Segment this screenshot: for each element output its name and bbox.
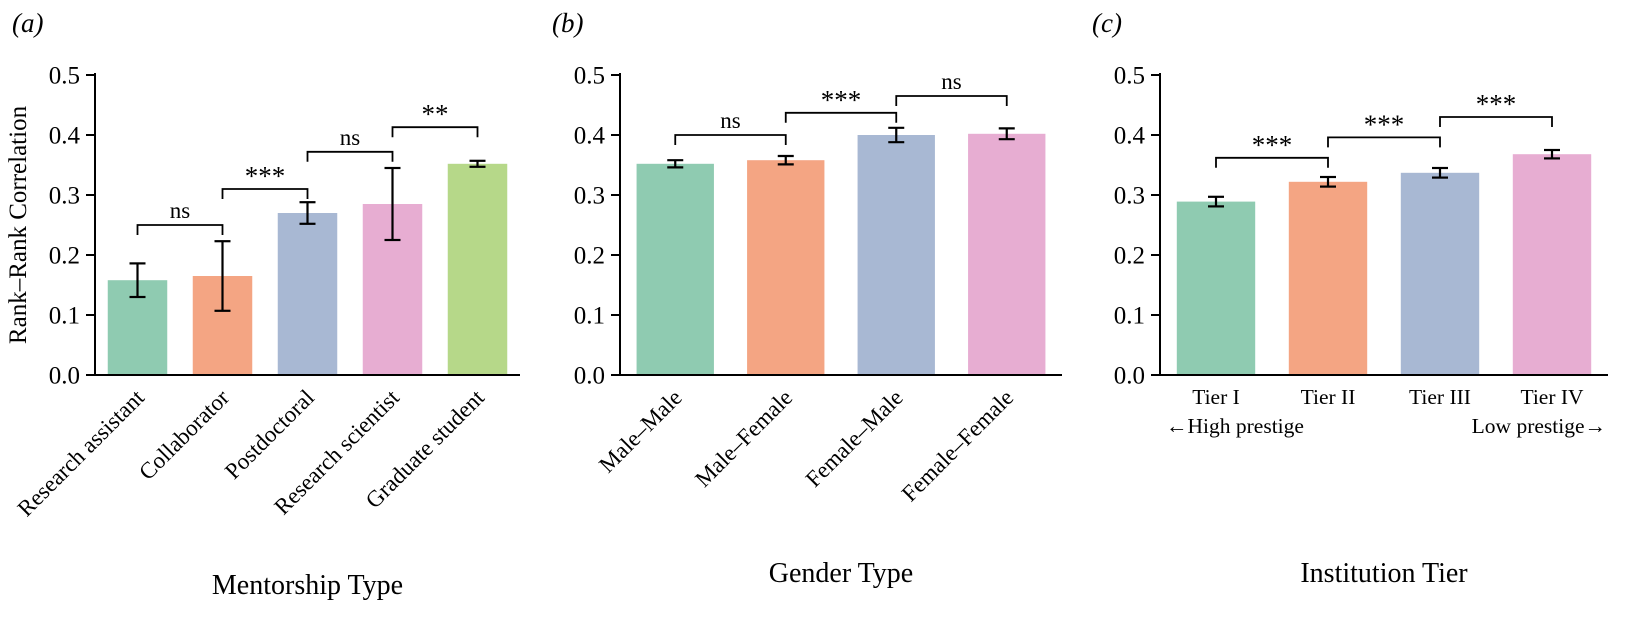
significance-label: *** xyxy=(1476,89,1517,119)
axis-title: Institution Tier xyxy=(1300,558,1468,589)
significance-bracket xyxy=(1215,156,1329,168)
significance-bracket xyxy=(391,126,479,138)
y-tick-label: 0.5 xyxy=(574,63,605,90)
bar-female-male xyxy=(857,135,935,375)
y-tick-label: 0.1 xyxy=(574,303,605,330)
error-bar xyxy=(1320,175,1336,188)
significance-bracket xyxy=(306,150,394,162)
x-tick-label: Tier III xyxy=(1409,385,1471,409)
y-tick-label: 0.0 xyxy=(574,363,605,390)
error-bar xyxy=(384,166,401,242)
y-tick-label: 0.2 xyxy=(574,243,605,270)
significance-bracket xyxy=(674,134,787,145)
y-tick-label: 0.5 xyxy=(1114,63,1145,90)
bar-tier-iii xyxy=(1400,172,1480,375)
x-tick-label: Female–Male xyxy=(801,385,908,492)
x-tick-label: Tier I xyxy=(1192,385,1240,409)
axis-title: Mentorship Type xyxy=(212,570,403,601)
significance-label: *** xyxy=(1364,109,1405,139)
error-bar xyxy=(888,126,905,144)
chart-panel-c: *** *** *** 0.0 0.1 0.2 0.3 0.4 0.5 Tier I Tier II… xyxy=(1092,8,1608,589)
bar-tier-i xyxy=(1176,201,1256,375)
error-bar xyxy=(667,159,684,169)
error-bar xyxy=(777,154,794,166)
chart-panel-b: ns *** ns 0.0 0.1 0.2 0.3 0.4 0.5 Male–Male Male–F… xyxy=(552,8,1062,589)
error-bar xyxy=(299,201,316,225)
y-tick-label: 0.1 xyxy=(49,303,80,330)
significance-label: *** xyxy=(245,161,286,191)
y-axis-label: Rank–Rank Correlation xyxy=(5,105,32,344)
x-tick-label: Tier II xyxy=(1301,385,1356,409)
significance-label: ns xyxy=(170,198,191,223)
bar-postdoctoral xyxy=(277,213,338,375)
prestige-annotation: ←High prestige xyxy=(1166,414,1304,438)
y-tick-label: 0.0 xyxy=(1114,363,1145,390)
chart-panel-a: ns *** ns ** 0.0 0.1 0.2 0.3 0.4 0.5 Research assi… xyxy=(5,8,520,601)
significance-label: ns xyxy=(941,69,962,94)
error-bar xyxy=(1544,148,1560,160)
bar-male-male xyxy=(636,163,714,375)
error-bar xyxy=(1208,195,1224,208)
y-tick-label: 0.2 xyxy=(49,243,80,270)
x-tick-label: Research assistant xyxy=(13,384,150,521)
y-tick-label: 0.0 xyxy=(49,363,80,390)
significance-bracket xyxy=(221,188,309,199)
bar-female-female xyxy=(968,133,1046,375)
axis-title: Gender Type xyxy=(769,558,913,589)
x-tick-label: Male–Female xyxy=(690,385,797,492)
panel-letter: (b) xyxy=(552,8,583,38)
y-tick-label: 0.4 xyxy=(1114,123,1146,150)
significance-bracket xyxy=(784,111,898,123)
significance-bracket xyxy=(895,95,1008,106)
significance-label: ns xyxy=(720,108,741,133)
error-bar xyxy=(214,240,231,312)
panel-letter: (c) xyxy=(1092,8,1122,38)
x-tick-label: Tier IV xyxy=(1520,385,1584,409)
x-tick-label: Male–Male xyxy=(594,385,687,478)
y-tick-label: 0.3 xyxy=(49,183,80,210)
error-bar xyxy=(129,262,146,299)
y-tick-label: 0.3 xyxy=(1114,183,1145,210)
y-tick-label: 0.3 xyxy=(574,183,605,210)
bar-graduate-student xyxy=(447,163,508,375)
significance-bracket xyxy=(1327,136,1441,148)
error-bar xyxy=(469,159,486,168)
y-tick-label: 0.5 xyxy=(49,63,80,90)
y-tick-label: 0.2 xyxy=(1114,243,1145,270)
error-bar xyxy=(998,127,1015,141)
significance-label: *** xyxy=(1252,130,1293,160)
significance-label: ** xyxy=(422,99,449,129)
significance-bracket xyxy=(136,224,224,235)
y-tick-label: 0.4 xyxy=(49,123,81,150)
y-tick-label: 0.4 xyxy=(574,123,606,150)
bar-tier-iv xyxy=(1512,154,1592,375)
error-bar xyxy=(1432,166,1448,179)
bar-tier-ii xyxy=(1288,181,1368,375)
prestige-annotation: Low prestige→ xyxy=(1472,414,1606,438)
significance-label: *** xyxy=(821,85,862,115)
x-tick-label: Collaborator xyxy=(134,385,234,485)
significance-bracket xyxy=(1439,116,1553,127)
bar-male-female xyxy=(747,160,825,375)
x-tick-label: Female–Female xyxy=(897,385,1019,507)
y-tick-label: 0.1 xyxy=(1114,303,1145,330)
panel-letter: (a) xyxy=(12,8,43,38)
significance-label: ns xyxy=(340,125,361,150)
